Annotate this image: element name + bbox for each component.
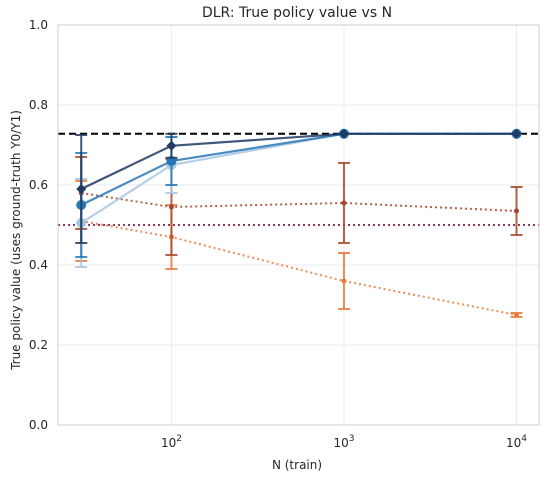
- y-tick-label: 0.0: [29, 418, 48, 432]
- data-point: [511, 128, 522, 139]
- x-axis-title: N (train): [272, 458, 322, 472]
- series-line: [80, 132, 517, 224]
- data-point: [76, 184, 87, 194]
- plot-frame: [57, 24, 540, 426]
- series-1: [75, 128, 522, 258]
- x-tick-labels: 102 103 104: [161, 434, 527, 450]
- y-tick-label: 0.4: [29, 258, 48, 272]
- x-tick-label: 103: [333, 434, 354, 450]
- series-3: [75, 156, 523, 256]
- series-line: [80, 132, 517, 206]
- reference-lines: [58, 132, 539, 226]
- x-tick-label: 104: [506, 434, 527, 450]
- data-point: [338, 128, 349, 139]
- y-tick-labels: 0.0 0.2 0.4 0.6 0.8 1.0: [29, 18, 48, 432]
- y-axis-title: True policy value (uses ground-truth Y0/…: [9, 110, 23, 371]
- series-2: [75, 128, 522, 268]
- y-tick-label: 0.2: [29, 338, 48, 352]
- series-line: [80, 132, 517, 190]
- series-line: [81, 192, 517, 212]
- data-point: [514, 208, 520, 214]
- data-point: [168, 204, 174, 210]
- y-tick-label: 1.0: [29, 18, 48, 32]
- series-0: [75, 128, 522, 244]
- y-tick-label: 0.8: [29, 98, 48, 112]
- data-point: [166, 140, 177, 151]
- data-point: [341, 200, 347, 206]
- data-point: [514, 312, 520, 318]
- series-layer: [75, 128, 523, 318]
- chart-title: DLR: True policy value vs N: [202, 5, 392, 21]
- y-tick-label: 0.6: [29, 178, 48, 192]
- data-point: [341, 278, 347, 284]
- x-tick-label: 102: [161, 434, 182, 450]
- series-line: [81, 220, 517, 316]
